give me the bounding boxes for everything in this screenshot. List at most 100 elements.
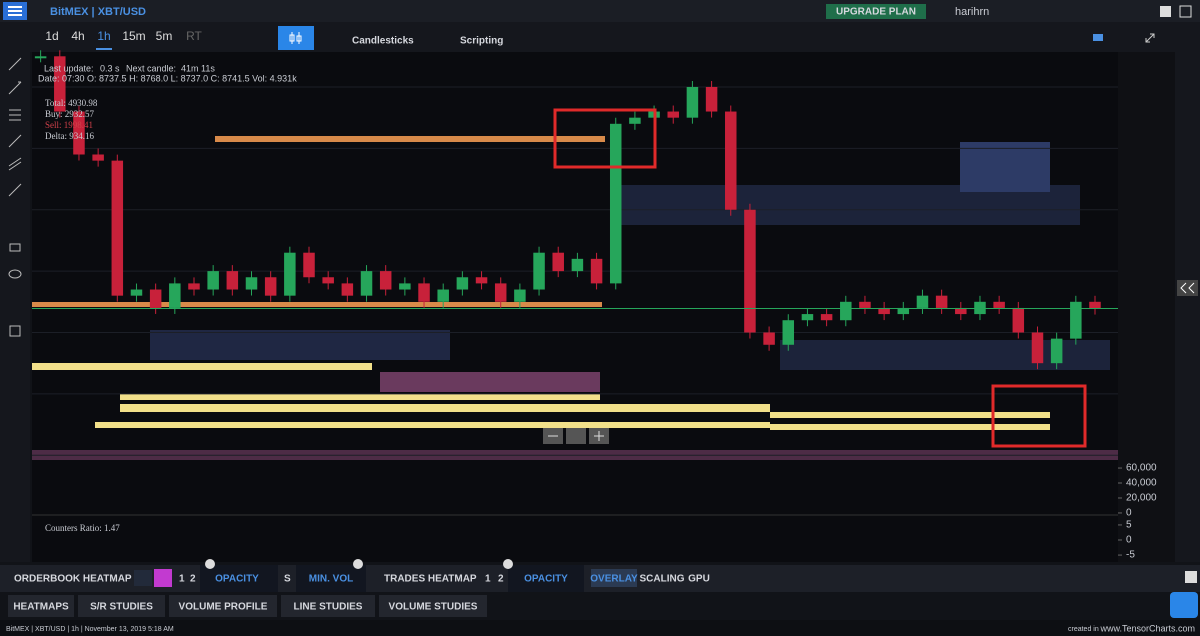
- gradient-button[interactable]: [134, 570, 152, 586]
- heatmap-band: [770, 424, 1050, 430]
- axis-tick-label: 40,000: [1126, 478, 1157, 489]
- candle: [303, 252, 315, 278]
- s-button[interactable]: S: [284, 574, 291, 585]
- toolbar: [0, 22, 1200, 52]
- collapse-button[interactable]: [1177, 280, 1198, 296]
- timeframe[interactable]: 1h: [97, 29, 110, 43]
- candle: [840, 301, 852, 321]
- candle: [935, 295, 948, 308]
- timeframe[interactable]: 1d: [45, 29, 58, 43]
- heatmap-band: [32, 302, 602, 307]
- ob-layer[interactable]: 1: [179, 574, 185, 585]
- drawing-tools: [0, 52, 30, 562]
- tab-label[interactable]: VOLUME STUDIES: [389, 602, 478, 613]
- candle: [571, 258, 584, 272]
- timeframe[interactable]: 5m: [156, 29, 173, 43]
- candle: [1089, 301, 1101, 309]
- candle: [188, 283, 200, 290]
- tab[interactable]: [281, 595, 375, 617]
- orderbook-heatmap[interactable]: ORDERBOOK HEATMAP: [14, 574, 132, 585]
- candle: [1070, 301, 1082, 339]
- overlay[interactable]: OVERLAY: [590, 574, 638, 585]
- min-vol[interactable]: MIN. VOL: [309, 574, 353, 585]
- stat: Sell: 1998.41: [45, 120, 93, 130]
- tab-label[interactable]: LINE STUDIES: [294, 602, 363, 613]
- slider-knob[interactable]: [353, 559, 363, 569]
- candle: [859, 301, 871, 308]
- axis-tick-label: 20,000: [1126, 493, 1157, 504]
- upgrade-button[interactable]: [826, 4, 926, 19]
- tab[interactable]: [8, 595, 74, 617]
- candle: [744, 209, 756, 333]
- tr-layer[interactable]: 1: [485, 574, 491, 585]
- candle: [73, 111, 85, 155]
- candle: [705, 86, 718, 112]
- timeframe[interactable]: RT: [186, 29, 202, 43]
- heatmap-band: [32, 363, 372, 370]
- slider-knob[interactable]: [503, 559, 513, 569]
- username[interactable]: harihrn: [955, 6, 989, 18]
- top-bar: [0, 0, 1200, 22]
- candle: [667, 111, 679, 118]
- candle: [820, 314, 833, 321]
- heatmap-band: [620, 185, 1080, 225]
- checkbox[interactable]: [1179, 5, 1192, 18]
- tab[interactable]: [169, 595, 277, 617]
- heatmap-band: [215, 136, 605, 142]
- candle: [686, 86, 699, 118]
- market-selector[interactable]: BitMEX | XBT/USD: [50, 6, 146, 18]
- tool-icons[interactable]: [8, 57, 22, 337]
- tr-opacity[interactable]: OPACITY: [524, 574, 568, 585]
- scripting-button[interactable]: Scripting: [460, 36, 503, 47]
- candle: [475, 277, 488, 284]
- candle: [1050, 338, 1063, 364]
- footer: [0, 620, 1200, 636]
- camera-icon[interactable]: [1093, 34, 1103, 41]
- upgrade-label[interactable]: UPGRADE PLAN: [836, 7, 916, 18]
- candle: [916, 295, 929, 308]
- candle: [763, 332, 775, 345]
- timeframe[interactable]: 15m: [122, 29, 145, 43]
- candle: [801, 314, 814, 321]
- opacity-slider[interactable]: [200, 565, 278, 592]
- tab-label[interactable]: HEATMAPS: [13, 602, 69, 613]
- site[interactable]: www.TensorCharts.com: [1099, 623, 1195, 633]
- min-vol-slider[interactable]: [296, 565, 366, 592]
- candle: [54, 56, 66, 112]
- tab-label[interactable]: S/R STUDIES: [90, 602, 153, 613]
- chart-type-button[interactable]: [278, 26, 314, 50]
- timeframe[interactable]: 4h: [71, 29, 84, 43]
- tr-layer[interactable]: 2: [498, 574, 504, 585]
- zoom-controls: [543, 428, 609, 444]
- fullscreen-icon[interactable]: [1145, 33, 1155, 43]
- candle: [974, 301, 986, 315]
- stat: Total: 4930.98: [45, 98, 98, 108]
- ob-opacity[interactable]: OPACITY: [215, 574, 259, 585]
- slider-knob[interactable]: [205, 559, 215, 569]
- chat-button[interactable]: [1170, 592, 1198, 618]
- candlesticks-button[interactable]: Candlesticks: [352, 36, 414, 47]
- stat: Delta: 934.16: [45, 131, 94, 141]
- overlay-button[interactable]: [591, 569, 637, 587]
- scaling[interactable]: SCALING: [640, 574, 685, 585]
- candle: [1031, 332, 1044, 364]
- price-axis: [1118, 52, 1175, 562]
- candle: [897, 307, 910, 315]
- stat: Buy: 2932.57: [45, 109, 95, 119]
- candle: [629, 117, 641, 124]
- checkbox[interactable]: [1185, 571, 1197, 583]
- candle: [418, 283, 430, 302]
- trades-opacity-slider[interactable]: [508, 565, 584, 592]
- heatmap-band: [150, 330, 450, 360]
- ob-layer[interactable]: 2: [190, 574, 196, 585]
- trades-heatmap[interactable]: TRADES HEATMAP: [384, 574, 477, 585]
- window-icon[interactable]: [1160, 6, 1171, 17]
- tab-label[interactable]: VOLUME PROFILE: [179, 602, 268, 613]
- candle: [284, 252, 296, 296]
- palette-button[interactable]: [154, 569, 172, 587]
- collapse-icon: [1180, 282, 1195, 294]
- tab[interactable]: [379, 595, 487, 617]
- gpu[interactable]: GPU: [688, 574, 710, 585]
- tab[interactable]: [78, 595, 165, 617]
- zoom-reset[interactable]: [566, 428, 586, 444]
